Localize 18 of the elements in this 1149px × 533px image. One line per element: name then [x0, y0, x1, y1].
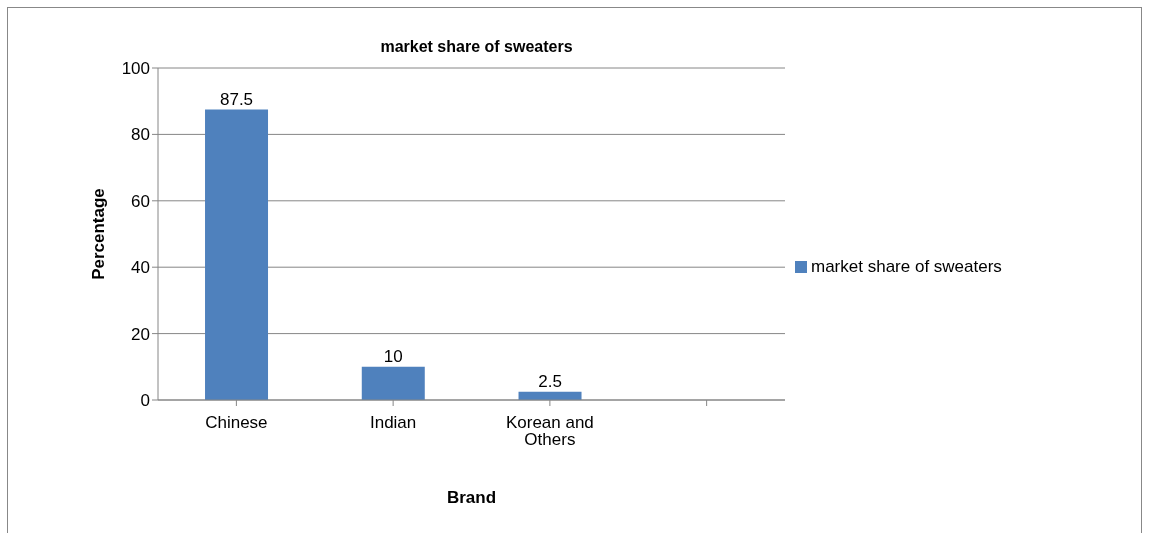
y-tick-label: 20: [131, 324, 150, 344]
x-tick-label: Indian: [369, 413, 417, 433]
y-axis-title: Percentage: [89, 188, 109, 280]
x-tick-label: Korean and Others: [505, 413, 594, 450]
data-label: 2.5: [538, 371, 562, 391]
y-tick-label: 40: [131, 258, 150, 278]
y-tick-label: 80: [131, 125, 150, 145]
y-tick-label: 0: [140, 391, 150, 411]
data-label: 87.5: [219, 89, 254, 109]
chart-title: market share of sweaters: [379, 38, 574, 56]
x-axis-title: Brand: [446, 488, 497, 507]
y-tick-label: 60: [131, 191, 150, 211]
data-label: 10: [383, 346, 403, 366]
bar: [205, 109, 269, 400]
x-tick-label: Chinese: [205, 413, 268, 433]
y-tick-label: 100: [121, 59, 150, 79]
legend-label: market share of sweaters: [811, 256, 1002, 276]
bar: [361, 366, 425, 400]
